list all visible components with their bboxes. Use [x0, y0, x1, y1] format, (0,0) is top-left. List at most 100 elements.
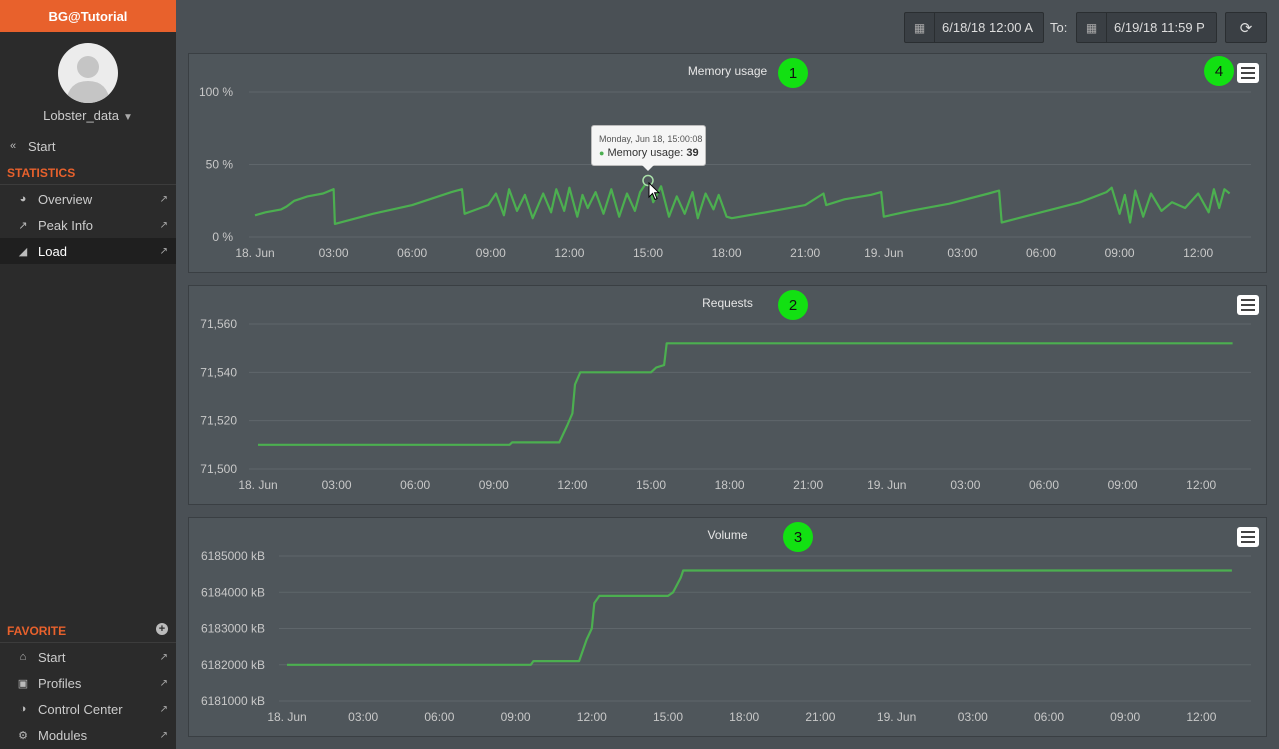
- brand-title: BG@Tutorial: [0, 0, 176, 32]
- x-tick-label: 03:00: [319, 246, 349, 260]
- x-tick-label: 06:00: [424, 710, 454, 724]
- x-tick-label: 06:00: [1034, 710, 1064, 724]
- statistics-header: STATISTICS: [7, 166, 76, 180]
- y-tick-label: 0 %: [212, 230, 233, 244]
- annotation-badge: 2: [778, 290, 808, 320]
- external-link-icon[interactable]: ↗: [159, 729, 168, 741]
- x-tick-label: 19. Jun: [867, 478, 906, 492]
- x-tick-label: 03:00: [958, 710, 988, 724]
- x-tick-label: 03:00: [348, 710, 378, 724]
- tooltip-value: 39: [686, 147, 699, 159]
- external-link-icon[interactable]: ↗: [159, 677, 168, 689]
- date-to-input[interactable]: ▦ 6/19/18 11:59 P: [1076, 12, 1217, 43]
- external-link-icon[interactable]: ↗: [159, 703, 168, 715]
- divider: [0, 184, 176, 185]
- chart-menu-button[interactable]: [1237, 295, 1259, 315]
- x-tick-label: 09:00: [1105, 246, 1135, 260]
- y-tick-label: 6184000 kB: [201, 585, 265, 599]
- double-chevron-left-icon: «: [9, 140, 17, 152]
- menu-bar: [1241, 531, 1255, 533]
- y-tick-label: 71,560: [200, 317, 237, 331]
- x-tick-label: 18. Jun: [238, 478, 277, 492]
- x-tick-label: 12:00: [1186, 478, 1216, 492]
- menu-bar: [1241, 67, 1255, 69]
- sidebar-item-label: Load: [38, 243, 67, 259]
- x-tick-label: 21:00: [793, 478, 823, 492]
- back-to-start[interactable]: « Start: [0, 133, 176, 159]
- calendar-icon[interactable]: ▦: [1077, 13, 1107, 42]
- favorite-item-label: Control Center: [38, 701, 123, 717]
- annotation-badge: 1: [778, 58, 808, 88]
- chart-title: Requests: [702, 296, 753, 310]
- chart-svg: 71,500 71,520 71,540 71,560 18. Jun 03:00 06:0…: [200, 317, 1251, 492]
- date-from-input[interactable]: ▦ 6/18/18 12:00 A: [904, 12, 1044, 43]
- favorite-item-start[interactable]: ⌂ Start ↗: [0, 644, 176, 670]
- external-link-icon[interactable]: ↗: [159, 651, 168, 663]
- menu-bar: [1241, 536, 1255, 538]
- annotation-badge: 3: [783, 522, 813, 552]
- sidebar-item-label: Overview: [38, 191, 93, 207]
- chart-svg: 6181000 kB 6182000 kB 6183000 kB 6184000 kB…: [201, 549, 1251, 724]
- y-tick-label: 6182000 kB: [201, 658, 265, 672]
- chart-title: Memory usage: [687, 64, 768, 78]
- x-tick-label: 06:00: [1029, 478, 1059, 492]
- dashboard-icon: ◑: [19, 703, 27, 715]
- favorite-item-modules[interactable]: ⚙ Modules ↗: [0, 722, 176, 748]
- x-tick-label: 12:00: [557, 478, 587, 492]
- y-tick-label: 6181000 kB: [201, 694, 265, 708]
- favorite-item-profiles[interactable]: ▣ Profiles ↗: [0, 670, 176, 696]
- favorite-item-control-center[interactable]: ◑ Control Center ↗: [0, 696, 176, 722]
- add-favorite-icon[interactable]: +: [156, 623, 168, 635]
- x-tick-label: 06:00: [400, 478, 430, 492]
- series-line[interactable]: [258, 342, 1233, 446]
- memory-usage-panel: Memory usage 0 % 50 % 100 % 18. Jun 03:00 06:…: [188, 53, 1267, 273]
- sidebar-item-overview[interactable]: ◕ Overview ↗: [0, 186, 176, 212]
- volume-panel: Volume 6181000 kB 6182000 kB 6183000 kB 618…: [188, 517, 1267, 737]
- external-link-icon[interactable]: ↗: [159, 245, 168, 257]
- favorite-header: FAVORITE: [7, 624, 67, 638]
- external-link-icon[interactable]: ↗: [159, 219, 168, 231]
- tooltip-date: Monday, Jun 18, 15:00:08: [599, 134, 703, 144]
- menu-bar: [1241, 304, 1255, 306]
- chevron-down-icon: ▼: [123, 112, 133, 123]
- mouse-cursor-icon: [648, 182, 660, 201]
- y-tick-label: 71,520: [200, 414, 237, 428]
- menu-bar: [1241, 309, 1255, 311]
- line-chart-icon: ↗: [18, 219, 28, 232]
- x-tick-label: 18:00: [715, 478, 745, 492]
- y-tick-label: 71,540: [200, 365, 237, 379]
- chart-menu-button[interactable]: [1237, 63, 1259, 83]
- refresh-button[interactable]: ⟳: [1225, 12, 1267, 43]
- favorite-item-label: Modules: [38, 727, 88, 743]
- calendar-icon[interactable]: ▦: [905, 13, 935, 42]
- x-tick-label: 03:00: [947, 246, 977, 260]
- x-tick-label: 15:00: [633, 246, 663, 260]
- x-tick-label: 12:00: [1183, 246, 1213, 260]
- avatar[interactable]: [58, 43, 118, 103]
- y-tick-label: 100 %: [199, 85, 233, 99]
- chart-menu-button[interactable]: [1237, 527, 1259, 547]
- back-label: Start: [28, 138, 56, 154]
- x-tick-label: 15:00: [636, 478, 666, 492]
- tooltip-series: Memory usage:: [607, 147, 684, 159]
- external-link-icon[interactable]: ↗: [159, 193, 168, 205]
- date-to-value: 6/19/18 11:59 P: [1114, 20, 1205, 35]
- chart-title: Volume: [707, 528, 748, 542]
- sidebar-item-peak-info[interactable]: ↗ Peak Info ↗: [0, 212, 176, 238]
- menu-bar: [1241, 77, 1255, 79]
- x-tick-label: 21:00: [805, 710, 835, 724]
- series-line[interactable]: [254, 179, 1231, 225]
- x-tick-label: 21:00: [790, 246, 820, 260]
- to-label: To:: [1050, 20, 1068, 35]
- user-menu[interactable]: Lobster_data ▼: [0, 108, 176, 123]
- sidebar-item-load[interactable]: ◢ Load ↗: [0, 238, 176, 264]
- user-silhouette-icon: [66, 56, 110, 103]
- x-tick-label: 09:00: [1110, 710, 1140, 724]
- series-line[interactable]: [287, 569, 1232, 666]
- pie-chart-icon: ◕: [19, 193, 27, 205]
- series-dot-icon: ●: [599, 148, 605, 158]
- menu-bar: [1241, 72, 1255, 74]
- refresh-icon: ⟳: [1239, 19, 1253, 37]
- menu-bar: [1241, 541, 1255, 543]
- chart-svg: 0 % 50 % 100 % 18. Jun 03:00 06:00 09:00 12:00 1…: [199, 85, 1251, 260]
